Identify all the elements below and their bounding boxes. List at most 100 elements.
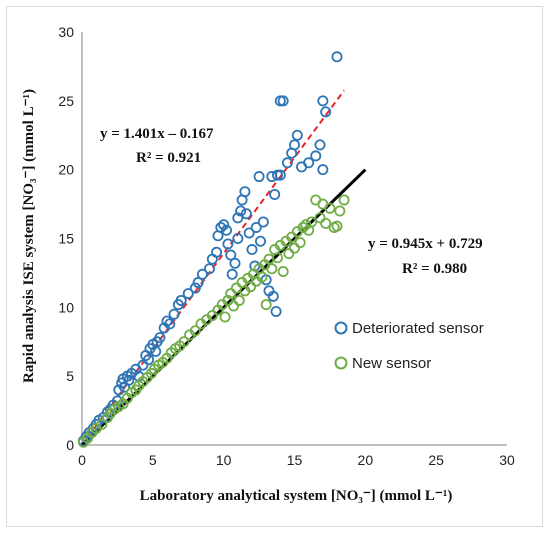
data-point-new xyxy=(334,205,346,217)
x-tick-label: 30 xyxy=(499,452,515,468)
data-point-deteriorated xyxy=(203,263,215,275)
data-point-new xyxy=(222,294,234,306)
y-tick-label: 25 xyxy=(58,93,74,109)
y-tick-label: 15 xyxy=(58,231,74,247)
data-point-new xyxy=(206,310,218,322)
y-tick-label: 5 xyxy=(66,368,74,384)
data-point-deteriorated xyxy=(220,224,232,236)
y-tick-label: 10 xyxy=(58,299,74,315)
data-point-new xyxy=(324,202,336,214)
data-point-new xyxy=(283,248,295,260)
data-point-deteriorated xyxy=(277,95,289,107)
data-point-deteriorated xyxy=(291,129,303,141)
data-point-new xyxy=(277,266,289,278)
data-point-deteriorated xyxy=(143,354,155,366)
data-point-deteriorated xyxy=(243,227,255,239)
data-point-new xyxy=(228,300,240,312)
y-axis-title: Rapid analysis ISE system [NO₃⁻] (mmol L… xyxy=(21,89,37,383)
data-point-new xyxy=(320,217,332,229)
data-point-new xyxy=(305,216,317,228)
data-point-deteriorated xyxy=(239,186,251,198)
data-point-new xyxy=(314,212,326,224)
data-point-new xyxy=(288,242,300,254)
data-point-new xyxy=(96,418,108,430)
legend: Deteriorated sensor New sensor xyxy=(334,320,484,372)
data-point-deteriorated xyxy=(281,157,293,169)
legend-label-deteriorated: Deteriorated sensor xyxy=(352,320,484,337)
data-point-deteriorated xyxy=(310,150,322,162)
legend-marker-new xyxy=(334,356,348,370)
data-point-deteriorated xyxy=(218,219,230,231)
trendline-deteriorated xyxy=(81,89,345,446)
tick-labels: 0 5 10 15 20 25 30 0 5 10 15 20 25 30 xyxy=(58,24,515,468)
data-point-deteriorated xyxy=(331,51,343,63)
data-point-new xyxy=(233,294,245,306)
data-point-new xyxy=(271,252,283,264)
data-point-deteriorated xyxy=(240,208,252,220)
data-point-deteriorated xyxy=(189,282,201,294)
y-tick-label: 20 xyxy=(58,162,74,178)
data-point-deteriorated xyxy=(164,318,176,330)
x-tick-label: 5 xyxy=(149,452,157,468)
data-point-new xyxy=(338,194,350,206)
data-point-new xyxy=(297,221,309,233)
data-point-deteriorated xyxy=(267,290,279,302)
data-point-new xyxy=(286,231,298,243)
data-point-deteriorated xyxy=(270,305,282,317)
data-point-new xyxy=(328,221,340,233)
axes xyxy=(81,32,507,446)
x-tick-label: 0 xyxy=(78,452,86,468)
data-point-new xyxy=(260,299,272,311)
data-point-new xyxy=(178,336,190,348)
data-point-deteriorated xyxy=(317,164,329,176)
data-point-new xyxy=(189,325,201,337)
x-axis-title: Laboratory analytical system [NO₃⁻] (mmo… xyxy=(140,488,453,504)
data-point-deteriorated xyxy=(215,221,227,233)
data-point-new xyxy=(266,263,278,275)
data-point-deteriorated xyxy=(257,216,269,228)
data-point-deteriorated xyxy=(225,249,237,261)
trendline-deteriorated-equation: y = 1.401x – 0.167 xyxy=(100,126,214,142)
y-tick-label: 0 xyxy=(66,437,74,453)
x-tick-label: 10 xyxy=(216,452,232,468)
data-point-deteriorated xyxy=(211,246,223,258)
data-point-new xyxy=(256,271,268,283)
data-point-deteriorated xyxy=(232,232,244,244)
data-point-deteriorated xyxy=(154,332,166,344)
data-point-deteriorated xyxy=(303,157,315,169)
y-tick-label: 30 xyxy=(58,24,74,40)
trendline-deteriorated-r2: R² = 0.921 xyxy=(136,150,201,166)
legend-marker-deteriorated xyxy=(334,321,348,335)
data-point-new xyxy=(225,288,237,300)
data-point-new xyxy=(300,219,312,231)
data-point-deteriorated xyxy=(274,169,286,181)
trendline-new-equation: y = 0.945x + 0.729 xyxy=(368,236,483,252)
data-point-deteriorated xyxy=(250,221,262,233)
data-point-deteriorated xyxy=(229,257,241,269)
data-point-deteriorated xyxy=(175,294,187,306)
data-points xyxy=(77,51,350,448)
data-point-deteriorated xyxy=(113,384,125,396)
x-tick-label: 15 xyxy=(287,452,303,468)
trendline-new-r2: R² = 0.980 xyxy=(402,261,467,277)
x-tick-label: 20 xyxy=(358,452,374,468)
chart-frame xyxy=(6,6,543,527)
data-point-deteriorated xyxy=(317,95,329,107)
data-point-deteriorated xyxy=(192,277,204,289)
data-point-new xyxy=(294,237,306,249)
data-point-deteriorated xyxy=(269,188,281,200)
data-point-deteriorated xyxy=(288,139,300,151)
data-point-new xyxy=(219,311,231,323)
data-point-deteriorated xyxy=(253,171,265,183)
trendline-new xyxy=(80,168,367,447)
data-point-deteriorated xyxy=(254,235,266,247)
data-point-deteriorated xyxy=(137,359,149,371)
data-point-deteriorated xyxy=(226,268,238,280)
data-point-deteriorated xyxy=(168,308,180,320)
data-point-deteriorated xyxy=(232,212,244,224)
data-point-deteriorated xyxy=(235,205,247,217)
data-point-new xyxy=(245,281,257,293)
data-point-deteriorated xyxy=(222,238,234,250)
data-point-deteriorated xyxy=(320,106,332,118)
